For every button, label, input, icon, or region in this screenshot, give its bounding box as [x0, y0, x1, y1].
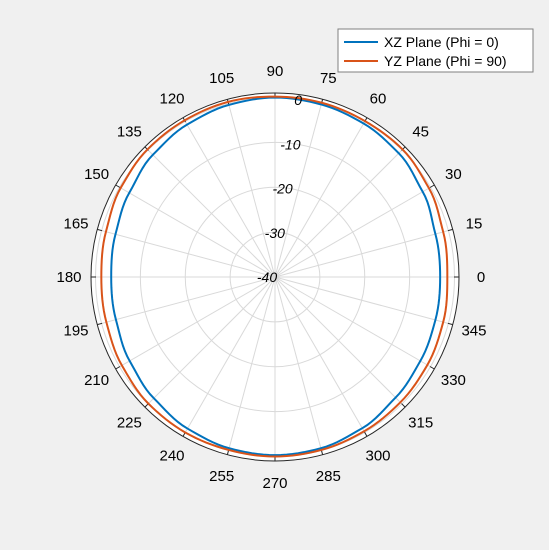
- theta-tick-label: 270: [262, 475, 287, 492]
- theta-tick: [447, 322, 453, 326]
- grid-spoke: [274, 276, 435, 370]
- grid-spoke: [115, 276, 276, 370]
- r-tick-label: 0: [294, 92, 302, 108]
- grid-spoke: [144, 276, 276, 408]
- legend-label-1: XZ Plane (Phi = 0): [384, 34, 499, 50]
- theta-tick-label: 315: [408, 415, 433, 432]
- theta-tick-label: 150: [84, 166, 109, 183]
- theta-tick-label: 225: [117, 415, 142, 432]
- theta-tick-label: 90: [267, 63, 284, 80]
- theta-tick-label: 345: [461, 322, 486, 339]
- theta-tick-label: 75: [320, 70, 337, 87]
- theta-tick: [447, 228, 453, 232]
- legend: XZ Plane (Phi = 0) YZ Plane (Phi = 90): [337, 28, 534, 73]
- r-tick-labels: -40 -30 -20 -10 0: [257, 92, 302, 285]
- grid-ring: [184, 186, 366, 368]
- grid-spoke: [115, 184, 276, 278]
- theta-tick-labels: 0 15 30 45 60 75 90 105 120 135 150 165 180 195 210 225…: [56, 63, 486, 492]
- theta-tick: [429, 366, 435, 370]
- grid-spoke: [274, 184, 435, 278]
- theta-tick-label: 30: [445, 166, 462, 183]
- legend-box: [337, 28, 534, 73]
- theta-tick: [97, 322, 103, 326]
- theta-tick-label: 165: [64, 216, 89, 233]
- theta-tick-label: 255: [209, 468, 234, 485]
- theta-tick-label: 60: [370, 91, 387, 108]
- r-tick-label: -40: [257, 269, 277, 285]
- grid-spoke: [274, 276, 324, 455]
- series-line-1: [110, 96, 442, 457]
- theta-tick: [97, 228, 103, 232]
- theta-tick: [115, 366, 121, 370]
- series-group: [100, 95, 449, 458]
- grid-spoke: [226, 276, 276, 455]
- theta-tick-label: 180: [56, 269, 81, 286]
- r-tick-label: -10: [280, 136, 300, 152]
- grid-spoke: [274, 99, 324, 278]
- theta-tick-label: 285: [316, 468, 341, 485]
- grid-spoke: [274, 117, 368, 278]
- theta-tick: [115, 184, 121, 188]
- theta-tick: [364, 431, 368, 437]
- theta-tick-label: 105: [209, 70, 234, 87]
- grid-spoke: [274, 276, 368, 437]
- theta-tick-label: 120: [159, 91, 184, 108]
- theta-tick-label: 240: [159, 447, 184, 464]
- grid-spoke: [274, 146, 406, 278]
- grid-spoke: [274, 228, 453, 278]
- legend-label-2: YZ Plane (Phi = 90): [384, 53, 507, 69]
- grid-spoke: [274, 276, 453, 326]
- theta-tick: [429, 184, 435, 188]
- grid-spoke: [182, 117, 276, 278]
- theta-tick-label: 330: [441, 372, 466, 389]
- r-tick-label: -30: [265, 225, 285, 241]
- grid-ring: [229, 231, 321, 323]
- r-tick-label: -20: [272, 181, 292, 197]
- theta-tick-label: 210: [84, 372, 109, 389]
- grid-spoke: [97, 276, 276, 326]
- theta-tick: [401, 403, 406, 408]
- theta-tick-label: 195: [64, 322, 89, 339]
- theta-tick-label: 135: [117, 123, 142, 140]
- grid-spoke: [97, 228, 276, 278]
- theta-tick-label: 15: [466, 216, 483, 233]
- grid-spoke: [144, 146, 276, 278]
- series-line-2: [100, 95, 449, 458]
- polar-grid: [90, 92, 460, 462]
- theta-tick-label: 45: [412, 123, 429, 140]
- theta-tick-label: 300: [365, 447, 390, 464]
- grid-spoke: [182, 276, 276, 437]
- theta-tick-label: 0: [477, 269, 485, 286]
- grid-spoke: [274, 276, 406, 408]
- grid-ring: [139, 141, 411, 413]
- grid-spoke: [226, 99, 276, 278]
